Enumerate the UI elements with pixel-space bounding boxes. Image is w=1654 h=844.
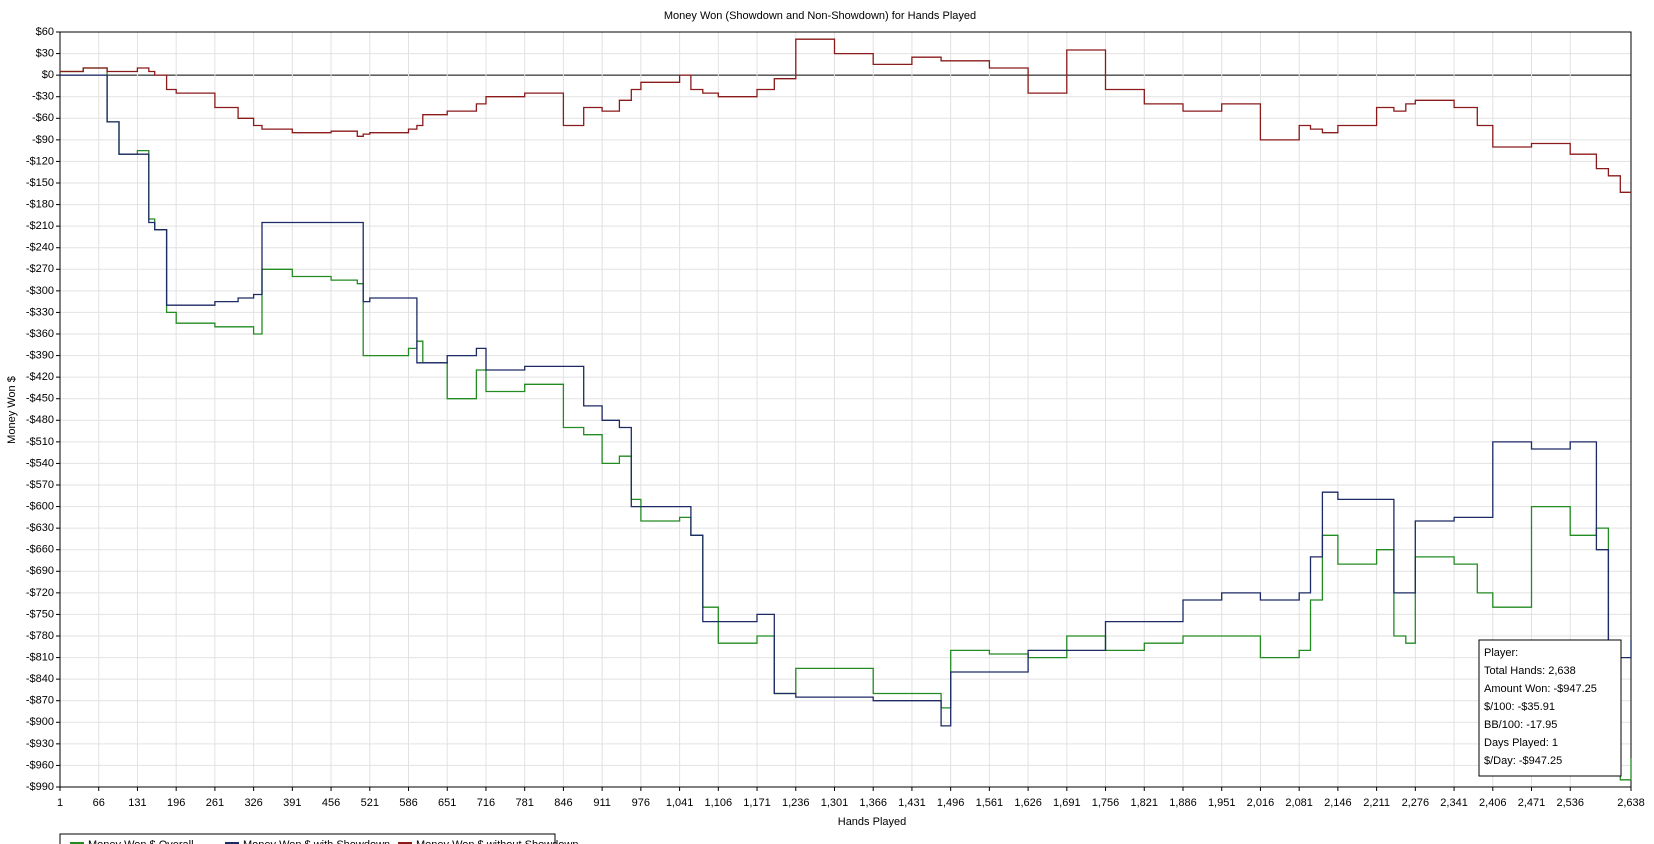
- x-tick-label: 1,821: [1131, 797, 1159, 809]
- y-tick-label: -$330: [26, 306, 54, 318]
- legend-box: [59, 833, 556, 844]
- legend-label: Money Won $ Overall: [88, 839, 194, 844]
- y-tick-label: -$960: [26, 759, 54, 771]
- x-tick-label: 1,561: [976, 797, 1004, 809]
- x-tick-label: 66: [93, 797, 105, 809]
- x-tick-label: 2,276: [1402, 797, 1430, 809]
- y-tick-label: -$540: [26, 457, 54, 469]
- y-tick-label: -$180: [26, 198, 54, 210]
- x-tick-label: 1,041: [666, 797, 694, 809]
- y-tick-label: -$90: [32, 134, 54, 146]
- plot-frame: [59, 31, 1632, 788]
- x-tick-label: 2,211: [1363, 797, 1390, 809]
- chart-title: Money Won (Showdown and Non-Showdown) fo…: [664, 10, 976, 22]
- y-axis-label: Money Won $: [6, 376, 18, 444]
- y-tick-label: -$720: [26, 587, 54, 599]
- x-tick-label: 1,756: [1092, 797, 1120, 809]
- legend-label: Money Won $ with Showdown: [243, 839, 390, 844]
- x-tick-label: 1,626: [1014, 797, 1042, 809]
- y-tick-label: -$690: [26, 565, 54, 577]
- x-tick-label: 1,171: [743, 797, 771, 809]
- y-tick-label: -$210: [26, 220, 54, 232]
- x-tick-label: 651: [438, 797, 456, 809]
- x-tick-label: 1,236: [782, 797, 810, 809]
- y-tick-label: -$360: [26, 328, 54, 340]
- x-tick-label: 391: [283, 797, 301, 809]
- info-text: BB/100: -17.95: [1484, 719, 1557, 731]
- info-text: $/100: -$35.91: [1484, 701, 1555, 713]
- x-tick-label: 976: [632, 797, 650, 809]
- x-axis-label: Hands Played: [838, 816, 907, 828]
- y-tick-label: -$450: [26, 393, 54, 405]
- y-tick-label: -$300: [26, 285, 54, 297]
- y-tick-label: -$930: [26, 738, 54, 750]
- x-tick-label: 2,016: [1247, 797, 1275, 809]
- y-tick-label: -$780: [26, 630, 54, 642]
- y-tick-label: -$390: [26, 349, 54, 361]
- info-text: Total Hands: 2,638: [1484, 665, 1576, 677]
- y-tick-label: -$120: [26, 155, 54, 167]
- y-tick-label: -$660: [26, 544, 54, 556]
- x-tick-label: 1,431: [898, 797, 926, 809]
- plot-area: [59, 31, 1632, 788]
- y-tick-label: $0: [42, 69, 54, 81]
- y-tick-label: -$420: [26, 371, 54, 383]
- y-tick-label: -$510: [26, 436, 54, 448]
- x-tick-label: 2,341: [1440, 797, 1468, 809]
- y-tick-label: -$570: [26, 479, 54, 491]
- y-tick-label: -$60: [32, 112, 54, 124]
- x-tick-label: 261: [206, 797, 224, 809]
- y-tick-label: -$990: [26, 781, 54, 793]
- y-tick-label: -$840: [26, 673, 54, 685]
- x-tick-label: 196: [167, 797, 185, 809]
- info-box: [1478, 639, 1622, 777]
- x-tick-label: 1,951: [1208, 797, 1236, 809]
- y-tick-label: -$810: [26, 651, 54, 663]
- x-tick-label: 521: [361, 797, 379, 809]
- x-tick-label: 1,106: [705, 797, 733, 809]
- x-tick-label: 846: [554, 797, 572, 809]
- info-text: Player:: [1484, 647, 1518, 659]
- y-tick-label: $60: [36, 26, 54, 38]
- x-tick-label: 2,146: [1324, 797, 1352, 809]
- x-tick-label: 716: [477, 797, 495, 809]
- x-tick-label: 2,536: [1556, 797, 1584, 809]
- x-tick-label: 2,081: [1285, 797, 1313, 809]
- x-tick-label: 1,886: [1169, 797, 1197, 809]
- y-tick-label: -$750: [26, 608, 54, 620]
- x-tick-label: 911: [593, 797, 611, 809]
- x-tick-label: 131: [128, 797, 146, 809]
- x-tick-label: 326: [244, 797, 262, 809]
- x-tick-label: 781: [516, 797, 534, 809]
- info-text: Amount Won: -$947.25: [1484, 683, 1597, 695]
- x-tick-label: 1,366: [859, 797, 887, 809]
- y-tick-label: -$870: [26, 695, 54, 707]
- y-tick-label: -$480: [26, 414, 54, 426]
- legend-label: Money Won $ without Showdown: [416, 839, 578, 844]
- x-tick-label: 586: [399, 797, 417, 809]
- series-line: [60, 74, 1632, 727]
- x-tick-label: 1,301: [821, 797, 849, 809]
- y-tick-label: -$270: [26, 263, 54, 275]
- info-text: $/Day: -$947.25: [1484, 755, 1562, 767]
- x-tick-label: 1: [57, 797, 63, 809]
- y-tick-label: -$240: [26, 242, 54, 254]
- x-tick-label: 456: [322, 797, 340, 809]
- x-tick-label: 1,691: [1053, 797, 1081, 809]
- y-tick-label: -$150: [26, 177, 54, 189]
- info-text: Days Played: 1: [1484, 737, 1558, 749]
- x-tick-label: 1,496: [937, 797, 965, 809]
- y-tick-label: -$630: [26, 522, 54, 534]
- y-tick-label: -$30: [32, 91, 54, 103]
- y-tick-label: -$600: [26, 500, 54, 512]
- y-tick-label: $30: [36, 47, 54, 59]
- series-line: [60, 38, 1631, 193]
- x-tick-label: 2,406: [1479, 797, 1507, 809]
- x-tick-label: 2,638: [1617, 797, 1645, 809]
- x-tick-label: 2,471: [1518, 797, 1546, 809]
- y-tick-label: -$900: [26, 716, 54, 728]
